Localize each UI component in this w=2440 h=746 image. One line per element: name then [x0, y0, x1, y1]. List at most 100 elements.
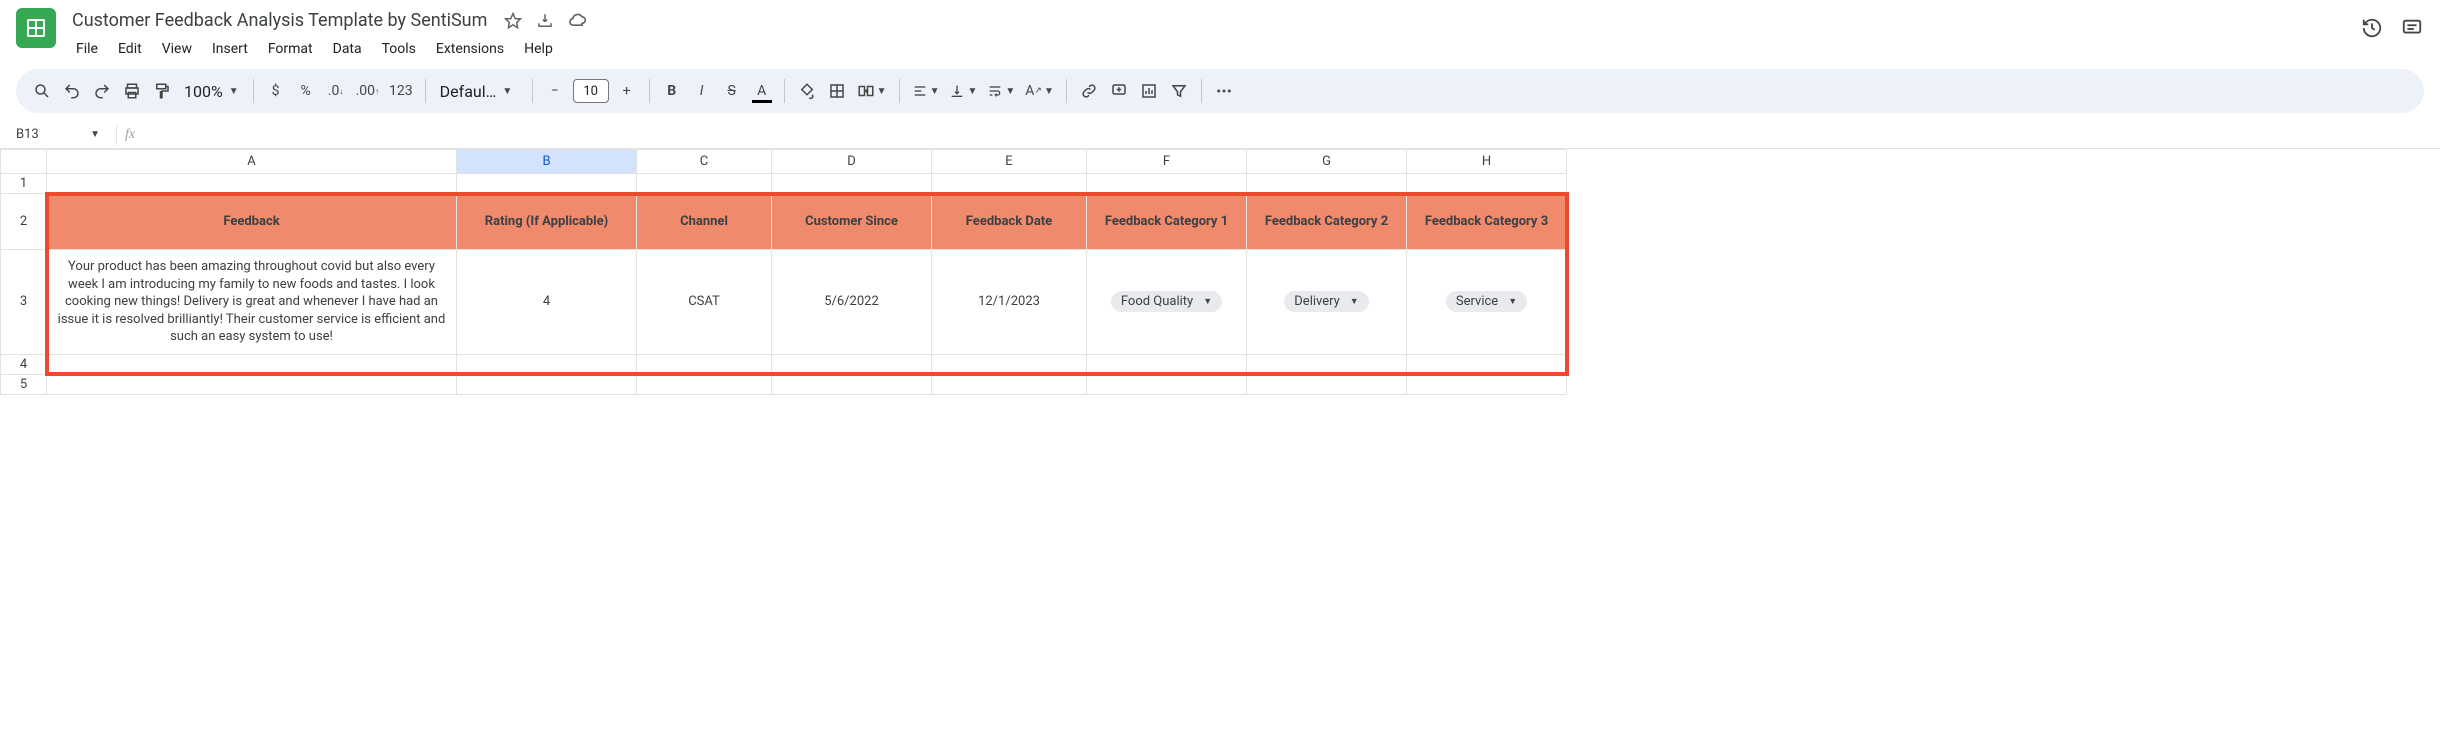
category-chip[interactable]: Delivery ▼ — [1284, 291, 1368, 312]
cell-C2[interactable]: Channel — [637, 194, 772, 250]
cell-E1[interactable] — [932, 174, 1087, 194]
cell-G1[interactable] — [1247, 174, 1407, 194]
text-rotation-icon[interactable]: A↗▼ — [1021, 77, 1058, 105]
search-icon[interactable] — [28, 77, 56, 105]
text-wrap-icon[interactable]: ▼ — [983, 77, 1019, 105]
row-header-4[interactable]: 4 — [1, 354, 47, 374]
name-box[interactable]: B13 ▼ — [8, 127, 108, 142]
cell-A2[interactable]: Feedback — [47, 194, 457, 250]
cloud-status-icon[interactable] — [567, 11, 587, 31]
fill-color-icon[interactable] — [793, 77, 821, 105]
currency-icon[interactable]: $ — [262, 77, 290, 105]
cell-B4[interactable] — [457, 354, 637, 374]
column-header-F[interactable]: F — [1087, 150, 1247, 174]
percent-icon[interactable]: % — [292, 77, 320, 105]
zoom-select[interactable]: 100% ▼ — [178, 82, 245, 101]
cell-F2[interactable]: Feedback Category 1 — [1087, 194, 1247, 250]
cell-A3[interactable]: Your product has been amazing throughout… — [47, 250, 457, 355]
comment-icon[interactable] — [2400, 16, 2424, 40]
cell-D3[interactable]: 5/6/2022 — [772, 250, 932, 355]
borders-icon[interactable] — [823, 77, 851, 105]
paint-format-icon[interactable] — [148, 77, 176, 105]
cell-D4[interactable] — [772, 354, 932, 374]
cell-H5[interactable] — [1407, 374, 1567, 394]
toolbar-more-icon[interactable] — [1210, 77, 1238, 105]
row-header-3[interactable]: 3 — [1, 250, 47, 355]
horizontal-align-icon[interactable]: ▼ — [908, 77, 944, 105]
row-header-1[interactable]: 1 — [1, 174, 47, 194]
font-size-input[interactable]: 10 — [573, 79, 609, 103]
column-header-C[interactable]: C — [637, 150, 772, 174]
cell-D2[interactable]: Customer Since — [772, 194, 932, 250]
cell-E2[interactable]: Feedback Date — [932, 194, 1087, 250]
insert-comment-icon[interactable] — [1105, 77, 1133, 105]
select-all-corner[interactable] — [1, 150, 47, 174]
cell-C4[interactable] — [637, 354, 772, 374]
move-icon[interactable] — [535, 11, 555, 31]
cell-F1[interactable] — [1087, 174, 1247, 194]
merge-cells-icon[interactable]: ▼ — [853, 77, 891, 105]
increase-font-size-button[interactable]: + — [613, 77, 641, 105]
insert-link-icon[interactable] — [1075, 77, 1103, 105]
menu-extensions[interactable]: Extensions — [428, 37, 512, 61]
category-chip[interactable]: Service ▼ — [1446, 291, 1527, 312]
cell-G2[interactable]: Feedback Category 2 — [1247, 194, 1407, 250]
menu-insert[interactable]: Insert — [204, 37, 256, 61]
formula-input[interactable] — [143, 121, 2440, 148]
cell-F4[interactable] — [1087, 354, 1247, 374]
menu-tools[interactable]: Tools — [374, 37, 424, 61]
column-header-G[interactable]: G — [1247, 150, 1407, 174]
menu-view[interactable]: View — [154, 37, 200, 61]
cell-H2[interactable]: Feedback Category 3 — [1407, 194, 1567, 250]
cell-C3[interactable]: CSAT — [637, 250, 772, 355]
cell-G3[interactable]: Delivery ▼ — [1247, 250, 1407, 355]
cell-E3[interactable]: 12/1/2023 — [932, 250, 1087, 355]
cell-E5[interactable] — [932, 374, 1087, 394]
cell-B2[interactable]: Rating (If Applicable) — [457, 194, 637, 250]
cell-C1[interactable] — [637, 174, 772, 194]
star-icon[interactable] — [503, 11, 523, 31]
column-header-H[interactable]: H — [1407, 150, 1567, 174]
cell-C5[interactable] — [637, 374, 772, 394]
menu-format[interactable]: Format — [260, 37, 321, 61]
decrease-decimal-icon[interactable]: .0↓ — [322, 77, 350, 105]
cell-B1[interactable] — [457, 174, 637, 194]
row-header-2[interactable]: 2 — [1, 194, 47, 250]
category-chip[interactable]: Food Quality ▼ — [1111, 291, 1222, 312]
cell-A5[interactable] — [47, 374, 457, 394]
increase-decimal-icon[interactable]: .00↑ — [352, 77, 383, 105]
cell-H1[interactable] — [1407, 174, 1567, 194]
cell-F5[interactable] — [1087, 374, 1247, 394]
cell-G5[interactable] — [1247, 374, 1407, 394]
cell-B3[interactable]: 4 — [457, 250, 637, 355]
menu-edit[interactable]: Edit — [110, 37, 150, 61]
font-family-select[interactable]: Defaul… ▼ — [434, 82, 524, 101]
cell-A1[interactable] — [47, 174, 457, 194]
column-header-E[interactable]: E — [932, 150, 1087, 174]
decrease-font-size-button[interactable]: − — [541, 77, 569, 105]
cell-E4[interactable] — [932, 354, 1087, 374]
cell-A4[interactable] — [47, 354, 457, 374]
italic-icon[interactable]: I — [688, 77, 716, 105]
column-header-A[interactable]: A — [47, 150, 457, 174]
cell-B5[interactable] — [457, 374, 637, 394]
column-header-D[interactable]: D — [772, 150, 932, 174]
text-color-icon[interactable]: A — [748, 77, 776, 105]
insert-chart-icon[interactable] — [1135, 77, 1163, 105]
cell-H4[interactable] — [1407, 354, 1567, 374]
cell-H3[interactable]: Service ▼ — [1407, 250, 1567, 355]
cell-D5[interactable] — [772, 374, 932, 394]
sheets-logo-icon[interactable] — [16, 8, 56, 48]
vertical-align-icon[interactable]: ▼ — [945, 77, 981, 105]
redo-icon[interactable] — [88, 77, 116, 105]
print-icon[interactable] — [118, 77, 146, 105]
filter-icon[interactable] — [1165, 77, 1193, 105]
undo-icon[interactable] — [58, 77, 86, 105]
cell-G4[interactable] — [1247, 354, 1407, 374]
menu-data[interactable]: Data — [325, 37, 370, 61]
history-icon[interactable] — [2360, 16, 2384, 40]
cell-D1[interactable] — [772, 174, 932, 194]
more-formats-icon[interactable]: 123 — [385, 77, 417, 105]
menu-file[interactable]: File — [68, 37, 106, 61]
document-title[interactable]: Customer Feedback Analysis Template by S… — [68, 8, 491, 33]
